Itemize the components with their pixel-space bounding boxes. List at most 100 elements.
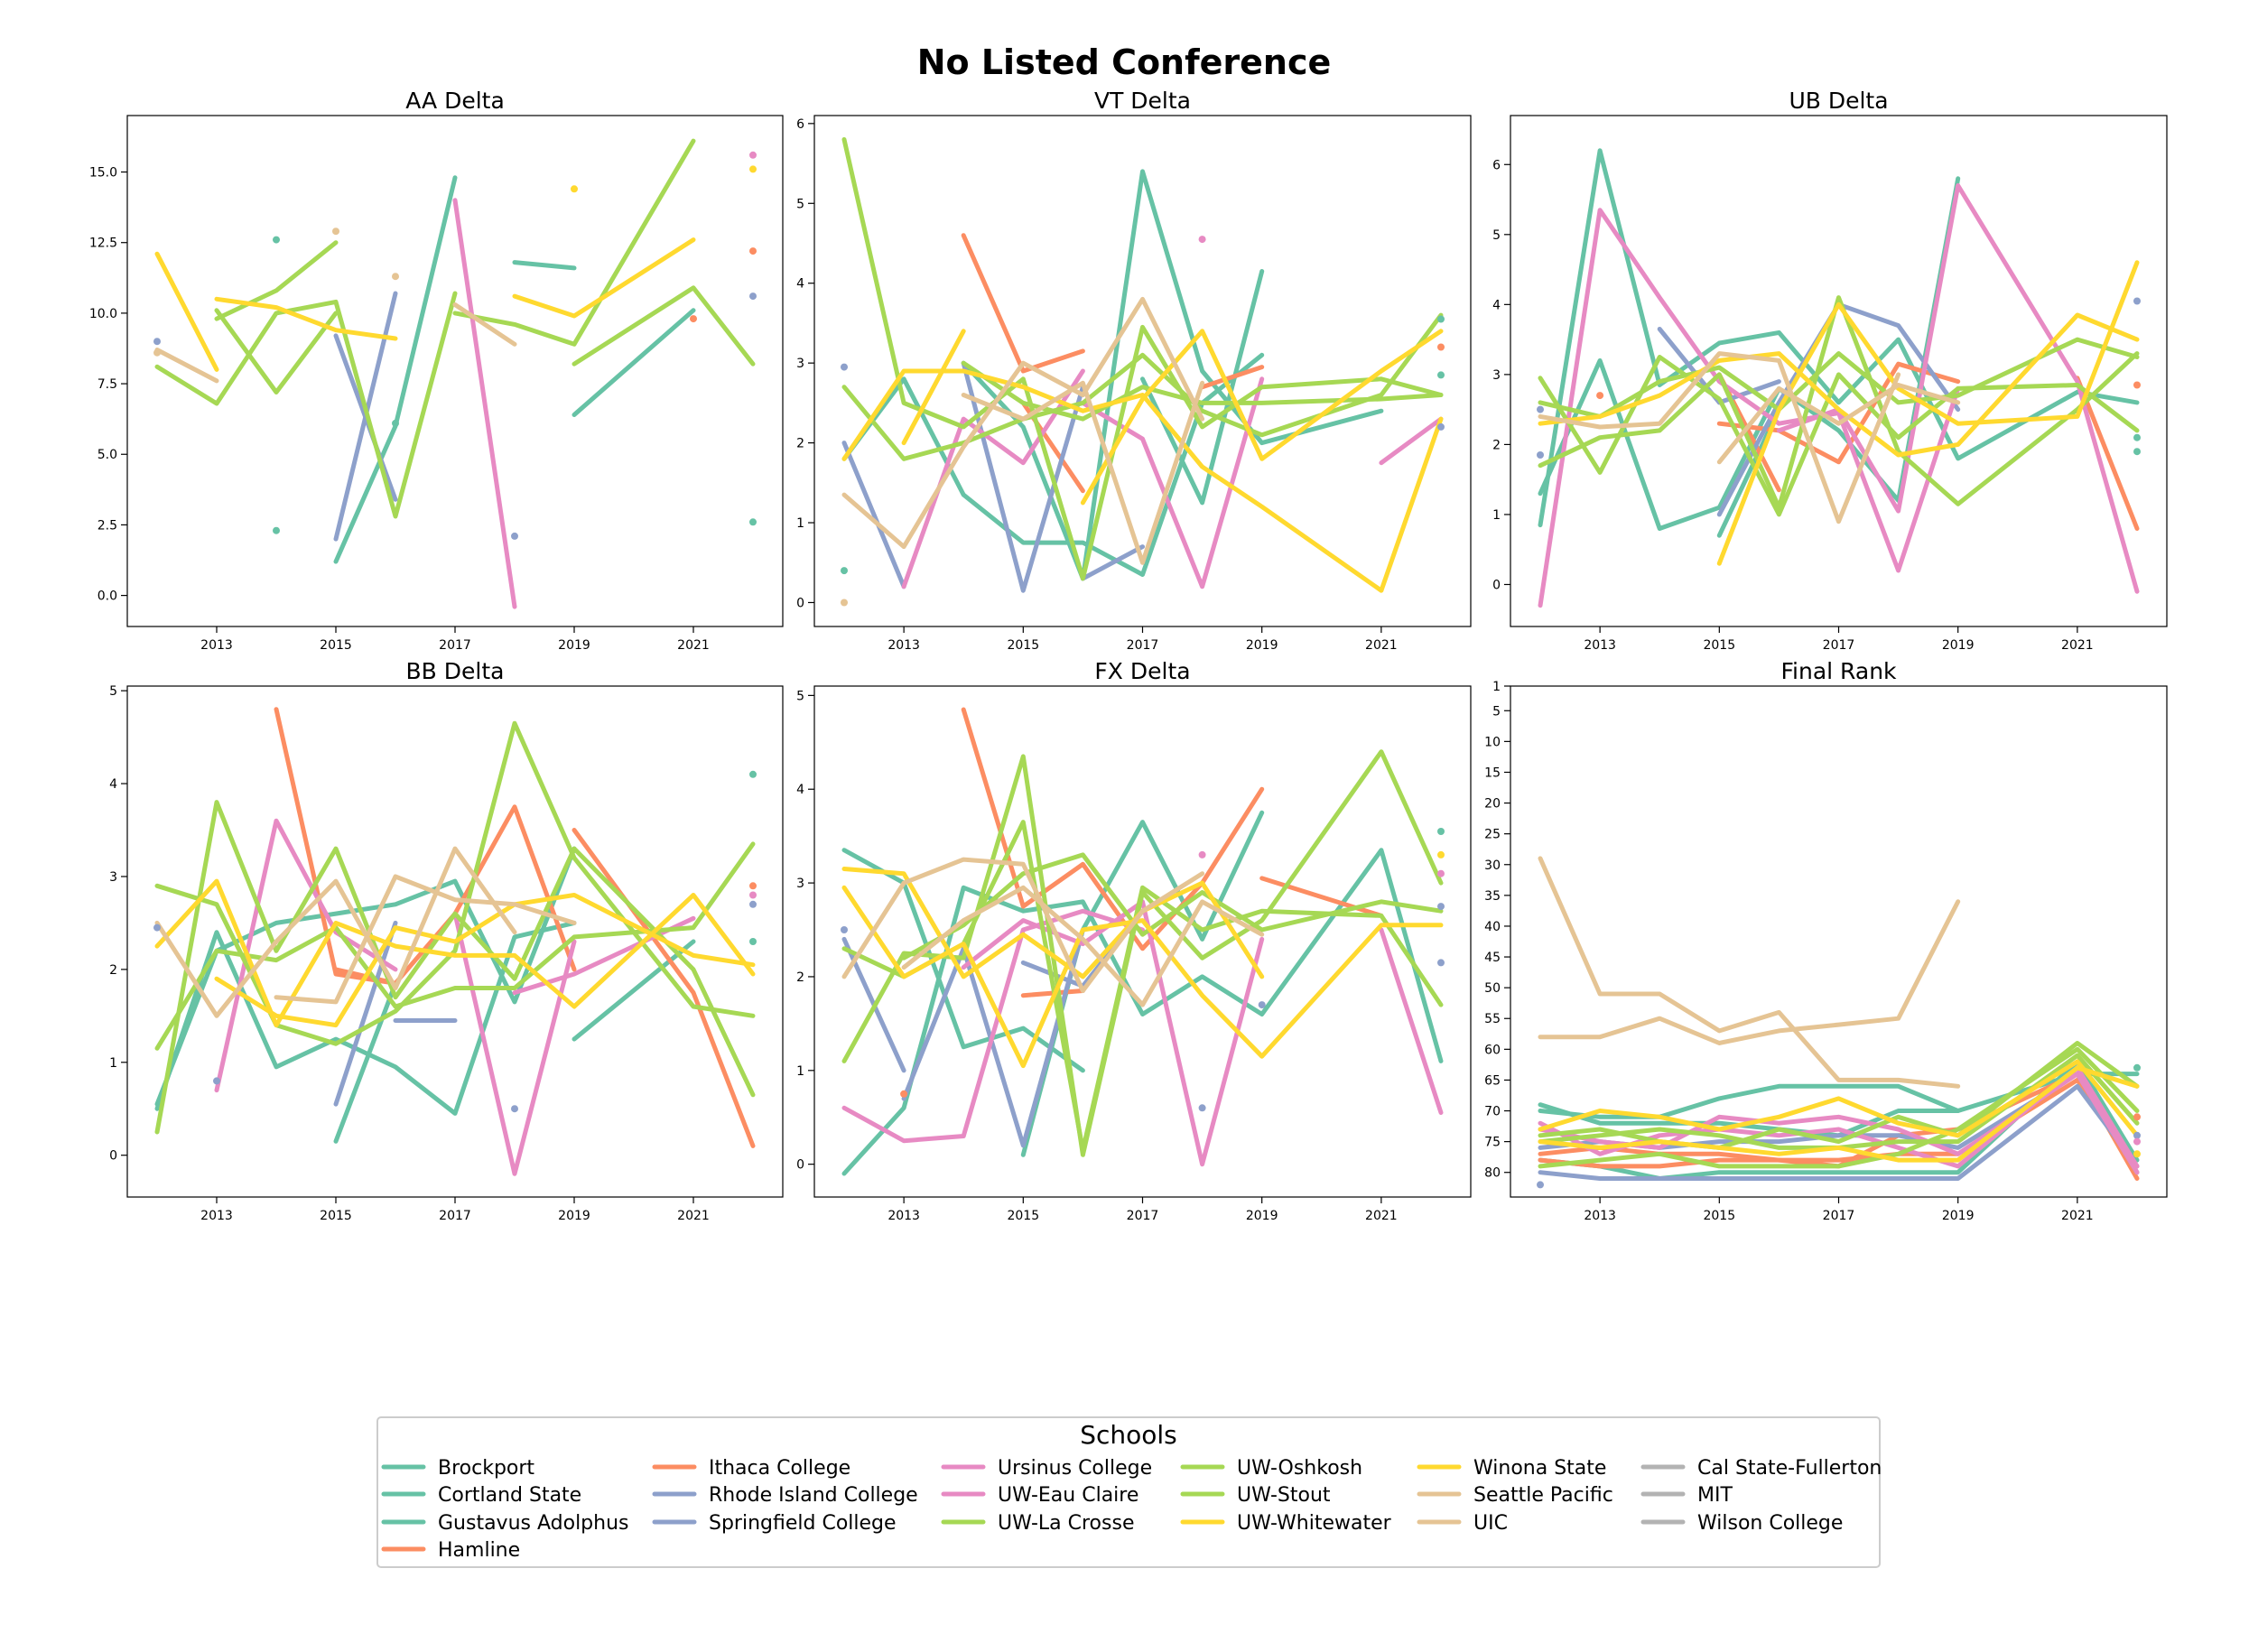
chart-final-rank-series-rhode-island-college-7 bbox=[1538, 1083, 2140, 1181]
chart-final-rank-point-0 bbox=[1537, 1181, 1544, 1189]
chart-vt-delta-series-uw-eau-claire-10 bbox=[1080, 376, 1265, 589]
chart-vt-delta-ytick-label-3: 3 bbox=[796, 357, 804, 371]
chart-fx-delta-xtick-label-2017: 2017 bbox=[1127, 1209, 1159, 1223]
chart-aa-delta-series-uw-stout-10 bbox=[572, 285, 756, 367]
chart-fx-delta-point-8 bbox=[1437, 903, 1445, 911]
chart-bb-delta-title: BB Delta bbox=[406, 658, 505, 684]
chart-vt-delta-point-3 bbox=[1198, 236, 1206, 244]
chart-fx-delta-series-springfield-college-7 bbox=[901, 927, 1085, 1148]
chart-ub-delta-series-seattle-pacific-15 bbox=[1538, 351, 1901, 524]
chart-aa-delta-series-uw-la-crosse-7 bbox=[214, 240, 339, 321]
legend-item-uw-stout: UW-Stout bbox=[1180, 1484, 1331, 1507]
legend-label: Ursinus College bbox=[998, 1457, 1152, 1480]
legend-label: Seattle Pacific bbox=[1473, 1484, 1613, 1507]
chart-final-rank-ytick-label-0: 1 bbox=[1492, 680, 1501, 694]
chart-fx-delta-point-1 bbox=[900, 1090, 908, 1098]
chart-vt-delta-point-6 bbox=[1437, 371, 1445, 379]
chart-bb-delta-series-rhode-island-college-7 bbox=[333, 920, 398, 1107]
legend-label: UW-Whitewater bbox=[1237, 1512, 1392, 1535]
chart-vt-delta-plot-area bbox=[841, 137, 1445, 607]
chart-aa-delta-point-7 bbox=[511, 532, 518, 540]
chart-final-rank-point-1 bbox=[2133, 1063, 2141, 1072]
chart-final-rank-point-2 bbox=[2133, 1113, 2141, 1121]
chart-vt-delta-ytick-label-5: 5 bbox=[796, 197, 804, 211]
chart-bb-delta-series-uic-18 bbox=[274, 874, 577, 1005]
chart-fx-delta-title: FX Delta bbox=[1094, 658, 1190, 684]
chart-vt-delta-ytick-label-0: 0 bbox=[796, 596, 804, 610]
chart-bb-delta-point-1 bbox=[213, 1077, 220, 1085]
chart-aa-delta-ytick-label-2: 5.0 bbox=[98, 448, 117, 462]
chart-aa-delta-xtick-label-2021: 2021 bbox=[677, 638, 710, 653]
chart-aa-delta-xtick-label-2013: 2013 bbox=[200, 638, 233, 653]
legend-item-cortland-state: Cortland State bbox=[381, 1484, 581, 1507]
chart-fx-delta-ytick-label-0: 0 bbox=[796, 1158, 804, 1173]
chart-aa-delta-point-9 bbox=[690, 315, 697, 323]
legend-label: Springfield College bbox=[709, 1512, 897, 1535]
legend-item-winona-state: Winona State bbox=[1417, 1457, 1606, 1480]
chart-ub-delta-series-uw-whitewater-14 bbox=[1538, 312, 2140, 458]
chart-ub-delta-ytick-label-4: 4 bbox=[1492, 298, 1501, 312]
chart-final-rank-title: Final Rank bbox=[1780, 658, 1897, 684]
chart-ub-delta-point-1 bbox=[1537, 451, 1544, 459]
chart-aa-delta-ytick-label-5: 12.5 bbox=[89, 237, 117, 251]
chart-fx-delta-point-7 bbox=[1437, 869, 1445, 877]
chart-ub-delta-ytick-label-2: 2 bbox=[1492, 438, 1501, 452]
legend-item-ithaca-college: Ithaca College bbox=[652, 1457, 850, 1480]
chart-ub-delta-point-0 bbox=[1537, 405, 1544, 413]
chart-ub-delta-xtick-label-2015: 2015 bbox=[1703, 638, 1735, 653]
chart-ub-delta-xtick-label-2013: 2013 bbox=[1584, 638, 1616, 653]
chart-final-rank-ytick-label-13: 65 bbox=[1484, 1073, 1501, 1088]
chart-aa-delta-point-13 bbox=[749, 292, 757, 301]
chart-final-rank-point-5 bbox=[2133, 1150, 2141, 1158]
chart-aa-delta-series-seattle-pacific-14 bbox=[154, 348, 219, 384]
chart-final-rank-ytick-label-15: 75 bbox=[1484, 1136, 1501, 1150]
chart-fx-delta-xtick-label-2013: 2013 bbox=[888, 1209, 920, 1223]
chart-aa-delta-series-gustavus-adolphus-2 bbox=[512, 260, 577, 271]
chart-bb-delta-series-ithaca-college-4 bbox=[274, 707, 398, 986]
chart-final-rank-ytick-label-7: 35 bbox=[1484, 889, 1501, 904]
chart-ub-delta-title: UB Delta bbox=[1789, 88, 1888, 114]
chart-bb-delta-series-gustavus-adolphus-2 bbox=[333, 980, 398, 1144]
legend-label: UW-Oshkosh bbox=[1237, 1457, 1362, 1480]
chart-vt-delta-series-hamline-3 bbox=[961, 233, 1085, 374]
chart-vt-delta-series-uw-whitewater-16 bbox=[901, 329, 966, 446]
chart-aa-delta-point-8 bbox=[571, 185, 578, 193]
chart-bb-delta-xtick-label-2019: 2019 bbox=[558, 1209, 590, 1223]
chart-vt-delta-series-uw-la-crosse-12 bbox=[841, 137, 1444, 581]
chart-bb-delta-point-7 bbox=[749, 938, 757, 945]
chart-fx-delta-series-ursinus-college-11 bbox=[1379, 927, 1444, 1115]
chart-vt-delta-point-0 bbox=[841, 363, 848, 371]
chart-final-rank-series-hamline-5 bbox=[1538, 1072, 2140, 1181]
chart-final-rank-ytick-label-5: 25 bbox=[1484, 828, 1501, 842]
chart-ub-delta-point-2 bbox=[1596, 392, 1604, 400]
chart-bb-delta-series-cortland-state-1 bbox=[154, 846, 577, 1107]
legend-label: MIT bbox=[1697, 1484, 1733, 1507]
chart-final-rank-xtick-label-2017: 2017 bbox=[1823, 1209, 1855, 1223]
chart-final-rank-xtick-label-2015: 2015 bbox=[1703, 1209, 1735, 1223]
chart-bb-delta-ytick-label-3: 3 bbox=[109, 870, 117, 885]
chart-final-rank-xtick-label-2021: 2021 bbox=[2061, 1209, 2094, 1223]
chart-bb-delta-series-uw-whitewater-16 bbox=[214, 893, 756, 1028]
chart-bb-delta-xtick-label-2017: 2017 bbox=[439, 1209, 471, 1223]
chart-vt-delta-series-winona-state-15 bbox=[841, 368, 1444, 593]
legend-label: UW-Stout bbox=[1237, 1484, 1331, 1507]
chart-vt-delta-xtick-label-2021: 2021 bbox=[1365, 638, 1398, 653]
chart-vt-delta-series-uic-19 bbox=[961, 380, 1205, 565]
chart-bb-delta-ytick-label-1: 1 bbox=[109, 1056, 117, 1071]
chart-fx-delta-series-uic-18 bbox=[901, 885, 1265, 1007]
chart-fx-delta-series-ithaca-college-3 bbox=[961, 707, 1265, 951]
chart-bb-delta-ytick-label-5: 5 bbox=[109, 684, 117, 699]
chart-fx-delta-series-seattle-pacific-17 bbox=[841, 857, 1205, 993]
chart-fx-delta-ytick-label-2: 2 bbox=[796, 970, 804, 985]
chart-final-rank-ytick-label-4: 20 bbox=[1484, 797, 1501, 812]
legend-items: Brockport Cortland State Gustavus Adolphus… bbox=[381, 1457, 1882, 1562]
chart-final-rank-ytick-label-9: 45 bbox=[1484, 951, 1501, 965]
chart-final-rank-ytick-label-3: 15 bbox=[1484, 766, 1501, 780]
chart-ub-delta-point-6 bbox=[2133, 448, 2141, 456]
legend-label: Brockport bbox=[438, 1457, 534, 1480]
chart-ub-delta-series-brockport-0 bbox=[1538, 148, 2140, 528]
legend-label: Cortland State bbox=[438, 1484, 581, 1507]
chart-vt-delta-ytick-label-4: 4 bbox=[796, 277, 804, 292]
legend-label: Hamline bbox=[438, 1539, 520, 1562]
